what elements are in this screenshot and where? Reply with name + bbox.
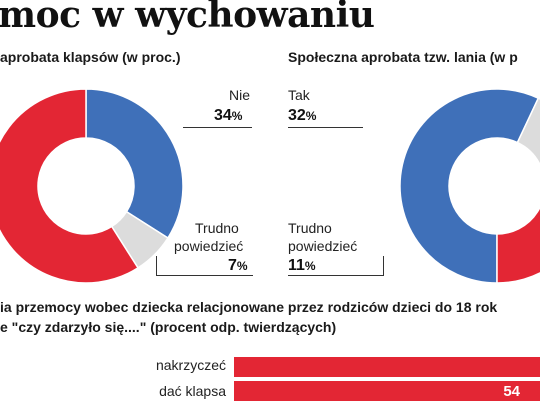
left-trudno-leader-line [156,256,253,276]
left-value-trudno-number: 7 [228,257,237,274]
left-donut-slice-0 [85,88,184,240]
left-value-nie-pct: % [231,109,243,123]
right-value-tak: 32% [288,107,316,125]
left-label-trudno-1: Trudno [195,220,239,236]
right-donut-slice-0 [399,88,540,284]
right-tak-leader-line [288,127,363,129]
right-donut-slice-1 [516,97,540,167]
right-value-tak-pct: % [305,109,317,123]
left-value-trudno: 7% [228,257,248,275]
left-value-trudno-pct: % [236,259,248,273]
right-label-trudno-2: powiedzieć [288,238,358,254]
right-donut-slice-2 [496,164,540,284]
right-value-tak-number: 32 [288,107,306,124]
right-value-trudno: 11% [288,257,316,275]
bar-label-dac-klapsa: dać klapsa [159,383,226,399]
right-trudno-leader-line [288,256,384,276]
left-label-trudno-2: powiedzieć [174,238,244,254]
bar-label-nakrzyczec: nakrzyczeć [155,357,226,373]
bar-chart-title-line-2: e "czy zdarzyło się...." (procent odp. t… [0,319,337,335]
right-label-trudno-1: Trudno [288,220,332,236]
left-value-nie-number: 34 [214,107,232,124]
right-value-trudno-number: 11 [288,257,305,274]
left-value-nie: 34% [214,107,242,125]
bar-1 [234,381,540,401]
left-nie-leader-line [183,127,252,129]
left-donut-slice-2 [0,88,140,284]
left-label-nie: Nie [229,87,251,103]
bar-chart-title-line-1: ia przemocy wobec dziecka relacjonowane … [0,299,498,315]
bar-0 [234,357,540,377]
right-chart-title: Społeczna aprobata tzw. lania (w p [288,49,518,65]
bar-value-label-1: 54 [503,383,520,400]
page-title: moc w wychowaniu [0,0,375,36]
right-label-tak: Tak [288,87,310,103]
left-chart-title: aprobata klapsów (w proc.) [0,49,181,65]
right-value-trudno-pct: % [304,259,316,273]
